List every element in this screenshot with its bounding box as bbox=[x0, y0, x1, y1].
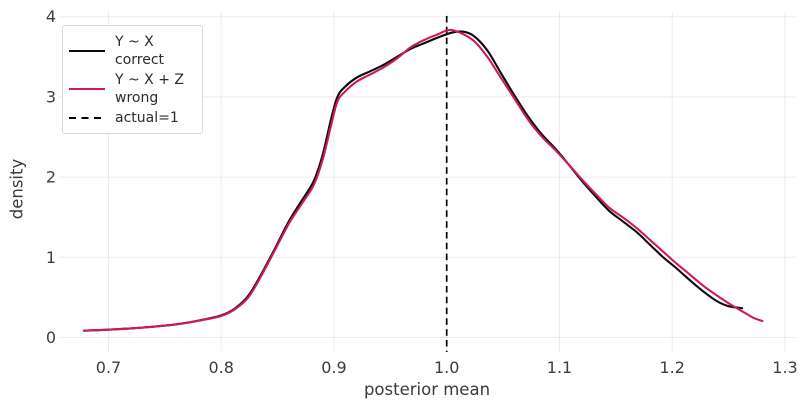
legend-label-line: wrong bbox=[115, 90, 159, 106]
legend-item-correct: Y ~ X correct bbox=[69, 33, 194, 69]
legend-label-correct: Y ~ X correct bbox=[115, 33, 164, 69]
x-axis-title: posterior mean bbox=[363, 380, 491, 399]
y-tick-label: 4 bbox=[46, 7, 56, 26]
legend-sample-wrong bbox=[69, 87, 105, 91]
x-tick-label: 0.7 bbox=[96, 358, 121, 377]
y-tick-label: 2 bbox=[46, 168, 56, 187]
legend-item-actual: actual=1 bbox=[69, 109, 194, 127]
legend-label-line: correct bbox=[115, 52, 165, 68]
legend-label-line: actual=1 bbox=[115, 110, 179, 126]
x-tick-label: 1.0 bbox=[434, 358, 459, 377]
legend-label-actual: actual=1 bbox=[115, 109, 179, 127]
x-tick-label: 0.9 bbox=[321, 358, 346, 377]
legend-sample-actual bbox=[69, 116, 105, 120]
x-tick-label: 1.3 bbox=[772, 358, 797, 377]
legend: Y ~ X correct Y ~ X + Z wrong actual=1 bbox=[62, 25, 203, 134]
legend-label-wrong: Y ~ X + Z wrong bbox=[115, 71, 184, 107]
legend-sample-correct bbox=[69, 49, 105, 53]
dashed-line-icon bbox=[69, 116, 105, 120]
solid-line-icon bbox=[69, 87, 105, 91]
x-tick-label: 1.2 bbox=[659, 358, 684, 377]
x-tick-label: 0.8 bbox=[208, 358, 233, 377]
y-tick-label: 3 bbox=[46, 87, 56, 106]
y-axis-title: density bbox=[7, 158, 27, 220]
legend-label-line: Y ~ X bbox=[115, 34, 154, 50]
legend-label-line: Y ~ X + Z bbox=[115, 72, 184, 88]
y-tick-label: 0 bbox=[46, 328, 56, 347]
curve-wrong bbox=[82, 28, 764, 332]
x-tick-label: 1.1 bbox=[547, 358, 572, 377]
legend-item-wrong: Y ~ X + Z wrong bbox=[69, 71, 194, 107]
solid-line-icon bbox=[69, 49, 105, 53]
y-tick-label: 1 bbox=[46, 248, 56, 267]
